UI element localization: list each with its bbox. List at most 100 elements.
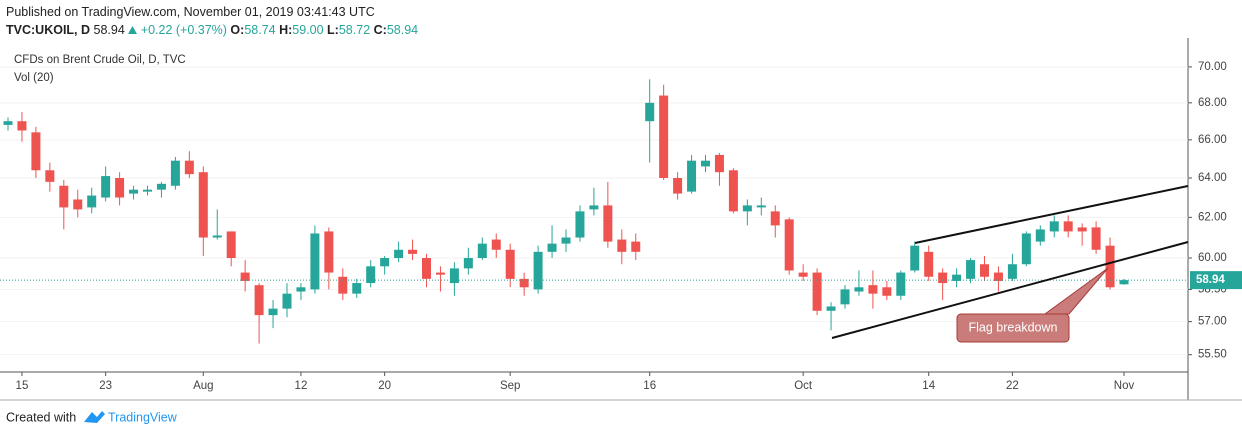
candle-body (449, 268, 459, 284)
x-tick-label: Sep (500, 380, 520, 392)
last-price: 58.94 (93, 23, 125, 37)
candle-body (170, 160, 180, 186)
x-tick-label: 14 (922, 380, 935, 392)
candle-body (1049, 221, 1059, 232)
candle-body (756, 205, 766, 208)
y-tick-label: 66.00 (1198, 134, 1227, 146)
ohlc-label: C: (373, 23, 387, 37)
ohlc-value: 58.74 (244, 23, 276, 37)
y-tick-label: 70.00 (1198, 61, 1227, 73)
y-tick-label: 64.00 (1198, 172, 1227, 184)
candle-body (296, 287, 306, 292)
candle-body (617, 239, 627, 252)
y-tick-label: 60.00 (1198, 252, 1227, 264)
candle-body (770, 211, 780, 226)
candle-body (73, 199, 83, 210)
candle-body (910, 245, 920, 271)
candle-body (993, 272, 1003, 281)
symbol-line: TVC:UKOIL, D 58.94 +0.22 (+0.37%) O:58.7… (6, 21, 418, 39)
y-tick-label: 57.00 (1198, 316, 1227, 328)
candle-body (728, 170, 738, 212)
candle-body (156, 183, 166, 190)
y-tick-label: 55.50 (1198, 349, 1227, 361)
candle-body (938, 272, 948, 284)
trendline-lower (831, 241, 1189, 339)
candle-body (101, 176, 111, 198)
change: +0.22 (+0.37%) (140, 23, 227, 37)
x-tick-label: 22 (1006, 380, 1019, 392)
candle-body (282, 293, 292, 309)
candle-body (3, 121, 13, 125)
chart-title: CFDs on Brent Crude Oil, D, TVC (14, 54, 186, 66)
ohlc-label: O: (230, 23, 245, 37)
symbol: TVC:UKOIL, D (6, 23, 91, 37)
candle-body (952, 274, 962, 281)
indicator-label: Vol (20) (14, 72, 54, 84)
candle-body (854, 287, 864, 292)
candle-body (561, 237, 571, 244)
candle-body (338, 276, 348, 294)
candle-body (840, 289, 850, 305)
candle-body (673, 177, 683, 194)
candle-body (254, 285, 264, 316)
candle-body (394, 249, 404, 259)
candle-body (966, 260, 976, 279)
candle-body (812, 272, 822, 311)
candle-body (589, 205, 599, 210)
candle-body (1035, 229, 1045, 242)
candle-body (896, 272, 906, 296)
candle-body (422, 258, 431, 279)
candle-body (687, 160, 697, 192)
candle-body (1007, 264, 1017, 279)
candle-body (701, 160, 710, 167)
candle-body (1077, 227, 1087, 232)
tv-logo (84, 411, 105, 423)
candle-body (1105, 245, 1115, 288)
candle-body (631, 241, 641, 252)
candle-body (980, 264, 989, 277)
last-price-label: 58.94 (1196, 274, 1225, 286)
candle-body (115, 177, 125, 198)
candle-body (882, 287, 892, 296)
candle-body (45, 170, 55, 182)
candle-body (129, 189, 139, 194)
candle-body (310, 233, 320, 290)
candle-body (505, 249, 515, 279)
candle-body (533, 251, 543, 290)
candle-body (519, 278, 529, 288)
x-tick-label: 15 (16, 380, 29, 392)
candle-body (240, 272, 250, 281)
candle-body (143, 189, 152, 192)
candle-body (826, 306, 836, 311)
candle-body (603, 205, 613, 242)
y-tick-label: 68.00 (1198, 97, 1227, 109)
ohlc-label: H: (279, 23, 293, 37)
x-tick-label: 20 (378, 380, 391, 392)
candle-body (659, 95, 669, 178)
candle-body (435, 272, 445, 275)
candle-body (198, 172, 208, 238)
up-arrow (128, 26, 138, 34)
candle-body (463, 258, 473, 269)
candle-body (352, 283, 362, 294)
ohlc-label: L: (327, 23, 339, 37)
candle-body (714, 154, 724, 173)
marks: 55.5057.0058.5060.0062.0064.0066.0068.00… (0, 61, 1242, 392)
candle-body (1091, 227, 1101, 250)
candle-body (784, 219, 794, 271)
x-tick-label: Oct (794, 380, 813, 392)
footer-brand: TradingView (108, 410, 178, 424)
candle-body (575, 211, 585, 238)
candle-body (212, 235, 222, 238)
callout-text: Flag breakdown (969, 320, 1058, 334)
candle-body (17, 121, 27, 131)
ohlc-value: 58.72 (338, 23, 371, 37)
candle-body (645, 102, 655, 122)
candle-body (491, 239, 501, 250)
candle-body (1063, 221, 1073, 232)
x-tick-label: Nov (1114, 380, 1135, 392)
callout-box (956, 313, 1070, 343)
candle-body (1021, 233, 1031, 265)
